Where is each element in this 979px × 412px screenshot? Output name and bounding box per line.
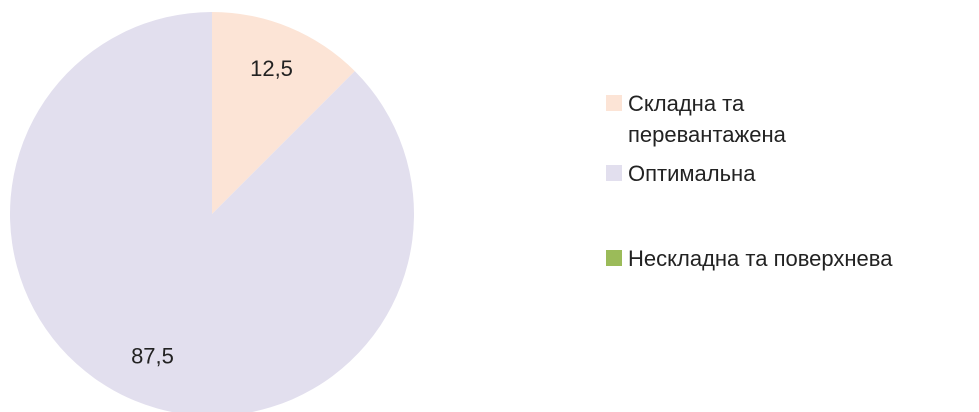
data-label: 12,5 bbox=[250, 56, 293, 81]
legend-label: Оптимальна bbox=[628, 161, 756, 186]
data-label: 87,5 bbox=[131, 344, 174, 369]
legend-label: Нескладна та поверхнева bbox=[628, 246, 893, 271]
pie-slice bbox=[10, 12, 414, 412]
legend-swatch bbox=[606, 95, 622, 111]
legend-swatch bbox=[606, 165, 622, 181]
legend-swatch bbox=[606, 250, 622, 266]
legend-label: Складна та перевантажена bbox=[628, 91, 786, 147]
legend-item: Нескладна та поверхнева bbox=[606, 243, 979, 274]
legend-item: Складна та перевантажена bbox=[606, 88, 846, 150]
legend: Складна та перевантажена Оптимальна Нескла… bbox=[606, 88, 979, 305]
pie-slice bbox=[212, 12, 355, 214]
legend-item: Оптимальна bbox=[606, 158, 979, 189]
